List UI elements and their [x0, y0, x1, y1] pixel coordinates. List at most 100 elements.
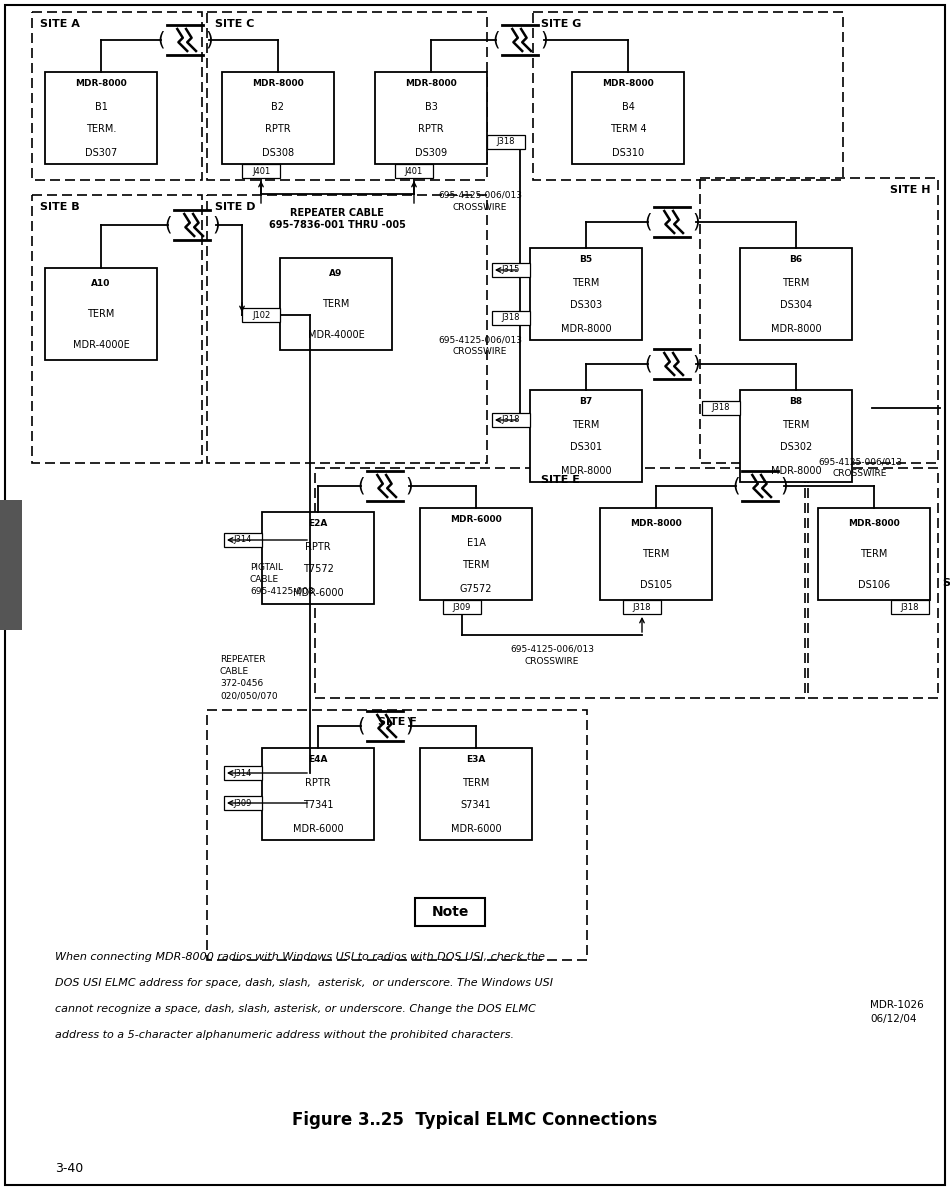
Text: TERM 4: TERM 4 — [610, 125, 646, 134]
Text: J314: J314 — [234, 536, 252, 545]
Text: MDR-6000: MDR-6000 — [293, 588, 343, 597]
Text: MDR-4000E: MDR-4000E — [308, 330, 365, 339]
Bar — [32, 12, 202, 180]
Bar — [375, 73, 487, 164]
Bar — [395, 164, 433, 178]
Bar — [740, 390, 852, 482]
Bar — [492, 263, 530, 277]
Bar — [443, 600, 481, 614]
Text: E3A: E3A — [466, 754, 485, 764]
Text: TERM: TERM — [642, 549, 670, 559]
Text: SITE I: SITE I — [943, 578, 950, 588]
Text: J318: J318 — [712, 403, 731, 413]
Bar — [808, 468, 938, 699]
Text: DS301: DS301 — [570, 443, 602, 452]
Text: 3-40: 3-40 — [55, 1161, 84, 1175]
Text: ): ) — [406, 476, 413, 495]
Text: RPTR: RPTR — [265, 125, 291, 134]
Text: MDR-8000: MDR-8000 — [560, 324, 611, 333]
Bar — [242, 308, 280, 322]
Text: J314: J314 — [234, 769, 252, 777]
Text: B4: B4 — [621, 101, 635, 112]
Bar — [600, 508, 712, 600]
Text: E1A: E1A — [466, 538, 485, 547]
Text: ): ) — [205, 31, 213, 50]
Text: (: ( — [164, 215, 172, 234]
Text: SITE D: SITE D — [215, 202, 256, 212]
Text: SITE E: SITE E — [541, 475, 580, 486]
Bar — [530, 248, 642, 340]
Bar — [420, 508, 532, 600]
Text: B6: B6 — [789, 255, 803, 264]
Text: DS308: DS308 — [262, 148, 294, 157]
Bar — [224, 796, 262, 810]
Text: TERM: TERM — [322, 299, 350, 309]
Text: MDR-6000: MDR-6000 — [450, 823, 502, 833]
Text: B3: B3 — [425, 101, 437, 112]
Text: CROSSWIRE: CROSSWIRE — [453, 347, 507, 357]
Text: G7572: G7572 — [460, 583, 492, 594]
Text: SITE B: SITE B — [40, 202, 80, 212]
Text: MDR-8000: MDR-8000 — [75, 79, 127, 88]
Text: DS106: DS106 — [858, 580, 890, 590]
Text: RPTR: RPTR — [305, 777, 331, 788]
Text: RPTR: RPTR — [305, 541, 331, 551]
Bar — [207, 195, 487, 463]
Text: DS310: DS310 — [612, 148, 644, 157]
Text: SITE G: SITE G — [541, 19, 581, 29]
Bar — [623, 600, 661, 614]
Bar — [207, 710, 587, 960]
Text: J309: J309 — [453, 602, 471, 612]
Text: (: ( — [644, 355, 652, 374]
Bar — [415, 898, 485, 926]
Text: TERM: TERM — [861, 549, 887, 559]
Text: CABLE: CABLE — [250, 576, 279, 584]
Bar — [530, 390, 642, 482]
Bar — [740, 248, 852, 340]
Text: MDR-8000: MDR-8000 — [770, 324, 822, 333]
Bar — [45, 73, 157, 164]
Text: ): ) — [693, 213, 700, 232]
Text: (: ( — [732, 476, 739, 495]
Text: SITE F: SITE F — [377, 718, 416, 727]
Text: 695-4125-006/013: 695-4125-006/013 — [438, 336, 522, 344]
Bar — [818, 508, 930, 600]
Text: MDR-4000E: MDR-4000E — [72, 339, 129, 350]
Text: SITE C: SITE C — [215, 19, 255, 29]
Text: (: ( — [492, 31, 500, 50]
Text: 695-4125-006/013: 695-4125-006/013 — [510, 645, 594, 654]
Text: J401: J401 — [252, 167, 270, 175]
Bar — [224, 533, 262, 547]
Text: J318: J318 — [633, 602, 652, 612]
Bar — [32, 195, 202, 463]
Text: CROSSWIRE: CROSSWIRE — [453, 202, 507, 212]
Text: DS304: DS304 — [780, 301, 812, 311]
Bar — [891, 600, 929, 614]
Bar — [420, 749, 532, 840]
Text: DS303: DS303 — [570, 301, 602, 311]
Text: J401: J401 — [405, 167, 423, 175]
Bar — [492, 413, 530, 427]
Text: ): ) — [213, 215, 220, 234]
Bar — [45, 268, 157, 361]
Text: ): ) — [780, 476, 788, 495]
Bar — [242, 164, 280, 178]
Text: MDR-8000: MDR-8000 — [560, 465, 611, 476]
Text: MDR-8000: MDR-8000 — [252, 79, 304, 88]
Text: MDR-8000: MDR-8000 — [405, 79, 457, 88]
Text: SITE A: SITE A — [40, 19, 80, 29]
Bar — [207, 12, 487, 180]
Text: B7: B7 — [580, 397, 593, 406]
Text: MDR-8000: MDR-8000 — [770, 465, 822, 476]
Text: 695-4125-006/013: 695-4125-006/013 — [818, 457, 902, 466]
Text: DS302: DS302 — [780, 443, 812, 452]
Text: J102: J102 — [252, 311, 270, 319]
Text: (: ( — [157, 31, 164, 50]
Text: (: ( — [357, 716, 365, 735]
Text: (: ( — [644, 213, 652, 232]
Text: T7341: T7341 — [303, 801, 333, 810]
Text: MDR-6000: MDR-6000 — [450, 515, 502, 524]
Text: DS309: DS309 — [415, 148, 447, 157]
Text: MDR-8000: MDR-8000 — [602, 79, 654, 88]
Text: cannot recognize a space, dash, slash, asterisk, or underscore. Change the DOS E: cannot recognize a space, dash, slash, a… — [55, 1004, 536, 1014]
